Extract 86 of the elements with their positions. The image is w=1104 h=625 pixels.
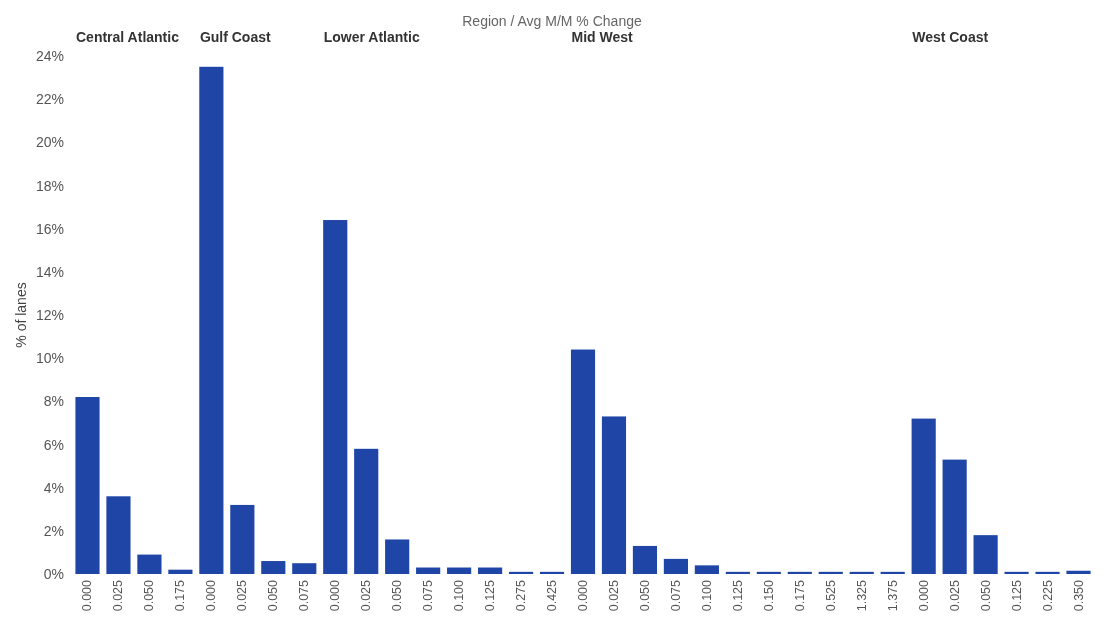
bar: [385, 539, 410, 574]
bar: [570, 349, 596, 574]
x-tick-label: 0.525: [823, 579, 838, 612]
x-tick-label: 0.025: [606, 579, 621, 612]
y-tick-label: 10%: [35, 350, 64, 367]
x-tick-label: 0.050: [390, 579, 405, 612]
bar: [818, 571, 843, 574]
chart-title: Gulf Coast: [199, 29, 271, 45]
x-tick-label: 0.075: [297, 579, 312, 612]
x-tick-label: 0.050: [266, 579, 281, 612]
x-tick-label: 0.275: [514, 579, 529, 612]
x-tick-label: 0.150: [761, 579, 776, 612]
bar: [942, 459, 967, 574]
bar: [632, 545, 658, 574]
bar: [694, 565, 719, 574]
x-tick-label: 0.225: [1040, 579, 1055, 612]
x-tick-label: 0.050: [978, 579, 993, 612]
x-tick-label: 0.000: [576, 579, 590, 612]
x-tick-label: 0.000: [80, 579, 95, 612]
y-axis-title: % of lanes: [13, 282, 29, 348]
bar: [1035, 571, 1060, 574]
y-tick-label: 24%: [35, 48, 64, 64]
bar: [756, 571, 781, 574]
bar: [230, 504, 255, 574]
chart-title: West Coast: [912, 29, 989, 45]
y-tick-label: 16%: [35, 220, 64, 237]
y-tick-label: 6%: [43, 436, 64, 453]
bar: [1004, 571, 1029, 574]
bar: [1066, 570, 1091, 574]
x-tick-label: 0.175: [792, 579, 807, 612]
bar: [663, 558, 688, 574]
x-tick-label: 0.125: [730, 579, 745, 612]
bar: [137, 554, 162, 574]
bar: [508, 571, 534, 574]
bar: [416, 567, 441, 574]
bar: [261, 561, 286, 574]
bar: [75, 397, 100, 574]
x-tick-label: 1.375: [885, 579, 900, 612]
chart-title: Lower Atlantic: [323, 29, 420, 45]
bar: [880, 571, 905, 574]
y-tick-label: 12%: [35, 307, 64, 323]
x-tick-label: 0.175: [173, 579, 188, 612]
y-tick-label: 4%: [43, 479, 64, 496]
x-tick-label: 1.325: [854, 579, 869, 612]
x-tick-label: 0.025: [235, 579, 250, 612]
x-tick-label: 0.075: [668, 579, 683, 612]
bar: [849, 571, 874, 574]
chart-title: Mid West: [571, 29, 634, 45]
x-tick-label: 0.100: [452, 579, 467, 612]
text: Region / Avg M/M % Change: [462, 13, 642, 29]
x-tick-label: 0.125: [483, 579, 498, 612]
x-tick-label: 0.025: [947, 579, 962, 612]
y-tick-label: 8%: [43, 393, 64, 410]
x-tick-label: 0.050: [637, 579, 652, 612]
x-tick-label: 0.025: [111, 579, 126, 612]
bar: [106, 496, 131, 574]
bar: [292, 563, 317, 574]
x-tick-label: 0.000: [328, 579, 343, 612]
bar: [478, 567, 503, 574]
y-tick-label: 18%: [35, 177, 64, 194]
y-tick-label: 0%: [43, 566, 64, 582]
bar: [354, 448, 379, 574]
bar: [323, 220, 348, 574]
x-tick-label: 0.075: [421, 579, 436, 612]
y-tick-label: 22%: [35, 91, 64, 108]
x-tick-label: 0.050: [142, 579, 157, 612]
bar: [973, 535, 998, 574]
bar: [447, 567, 472, 574]
x-tick-label: 0.025: [359, 579, 374, 612]
x-tick-label: 0.425: [545, 579, 560, 612]
bar: [911, 418, 936, 574]
x-tick-label: 0.000: [916, 579, 931, 612]
bar: [787, 571, 812, 574]
x-tick-label: 0.125: [1009, 579, 1024, 612]
x-tick-label: 0.000: [204, 579, 219, 612]
y-tick-label: 14%: [35, 263, 64, 280]
bar: [168, 569, 193, 574]
bar: [601, 416, 627, 574]
bar: [199, 66, 224, 574]
chart-title: Central Atlantic: [76, 29, 180, 45]
x-tick-label: 0.350: [1071, 579, 1086, 612]
bar: [539, 571, 565, 574]
bar: [725, 571, 750, 574]
y-tick-label: 20%: [35, 134, 64, 151]
x-tick-label: 0.100: [699, 579, 714, 612]
y-tick-label: 2%: [43, 522, 64, 539]
